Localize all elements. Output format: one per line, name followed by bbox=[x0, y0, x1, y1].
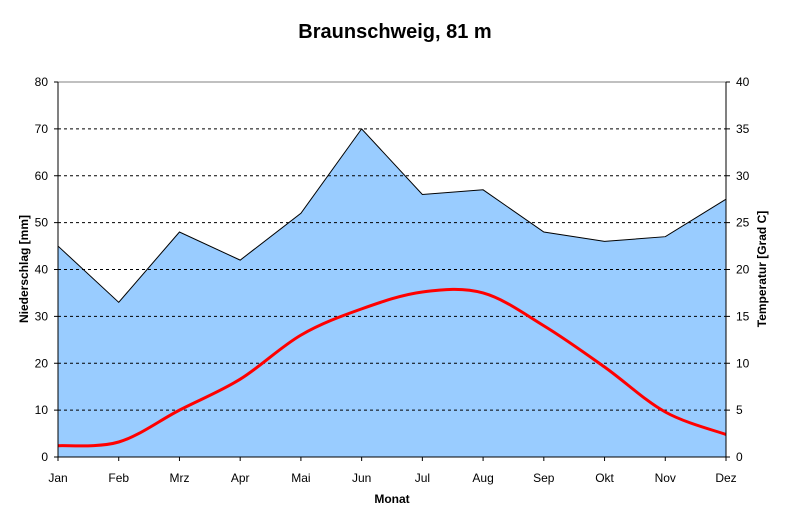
x-tick-label: Aug bbox=[472, 471, 493, 485]
x-tick-label: Feb bbox=[108, 471, 129, 485]
precipitation-area bbox=[58, 128, 726, 457]
left-tick-label: 30 bbox=[35, 309, 49, 323]
right-tick-label: 25 bbox=[736, 216, 750, 230]
left-tick-label: 70 bbox=[35, 122, 49, 136]
x-tick-label: Jul bbox=[415, 471, 430, 485]
right-tick-label: 10 bbox=[736, 356, 750, 370]
left-tick-label: 0 bbox=[41, 450, 48, 464]
left-tick-label: 20 bbox=[35, 356, 49, 370]
x-tick-label: Okt bbox=[595, 471, 614, 485]
right-tick-label: 0 bbox=[736, 450, 743, 464]
x-tick-label: Mrz bbox=[169, 471, 189, 485]
x-axis-ticks: Jan Feb Mrz Apr Mai Jun Jul Aug Sep Okt Nov Dez bbox=[48, 457, 737, 485]
temperature-line bbox=[57, 287, 727, 448]
x-tick-label: Mai bbox=[291, 471, 310, 485]
right-tick-label: 5 bbox=[736, 403, 743, 417]
left-axis-title: Niederschlag [mm] bbox=[17, 215, 31, 323]
right-axis-ticks: 0 5 10 15 20 25 30 35 40 bbox=[726, 75, 750, 464]
x-axis-title: Monat bbox=[374, 492, 409, 506]
left-tick-label: 10 bbox=[35, 403, 49, 417]
chart-title: Braunschweig, 81 m bbox=[298, 21, 491, 43]
precipitation-outline bbox=[57, 128, 727, 304]
left-tick-label: 40 bbox=[35, 263, 49, 277]
left-axis-ticks: 0 10 20 30 40 50 60 70 80 bbox=[35, 75, 58, 464]
left-tick-label: 80 bbox=[35, 75, 49, 89]
right-axis-title: Temperatur [Grad C] bbox=[755, 211, 769, 327]
left-tick-label: 50 bbox=[35, 216, 49, 230]
x-tick-label: Nov bbox=[655, 471, 676, 485]
right-tick-label: 40 bbox=[736, 75, 750, 89]
x-tick-label: Apr bbox=[231, 471, 250, 485]
left-tick-label: 60 bbox=[35, 169, 49, 183]
right-tick-label: 30 bbox=[736, 169, 750, 183]
right-tick-label: 20 bbox=[736, 263, 750, 277]
right-tick-label: 35 bbox=[736, 122, 750, 136]
x-tick-label: Dez bbox=[715, 471, 736, 485]
x-tick-label: Jun bbox=[352, 471, 371, 485]
right-tick-label: 15 bbox=[736, 309, 750, 323]
x-tick-label: Sep bbox=[533, 471, 555, 485]
x-tick-label: Jan bbox=[48, 471, 67, 485]
